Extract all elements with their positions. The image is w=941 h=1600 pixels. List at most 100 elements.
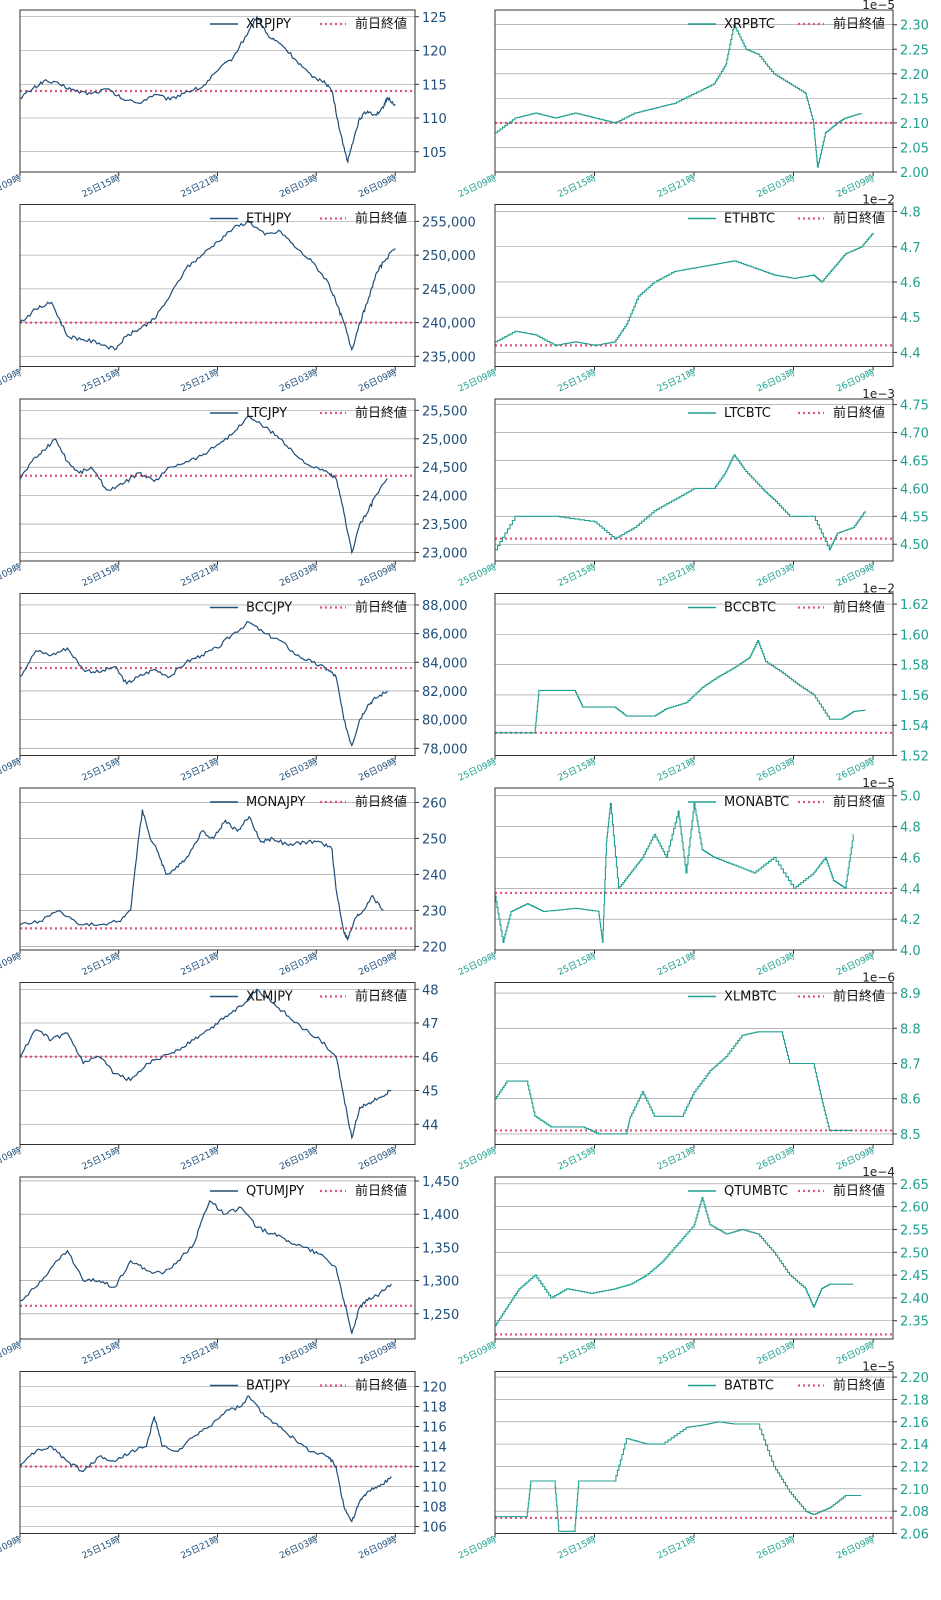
price-line <box>495 24 862 168</box>
y-tick-label: 1.52 <box>900 750 929 765</box>
offset-text: 1e−5 <box>862 1360 895 1374</box>
legend-series-label: MONABTC <box>724 795 789 810</box>
y-tick-label: 2.08 <box>900 1505 929 1520</box>
y-tick-label: 2.14 <box>900 1438 929 1453</box>
y-tick-label: 240 <box>422 868 447 883</box>
price-line <box>495 1421 862 1532</box>
y-tick-label: 4.8 <box>900 821 921 836</box>
y-tick-label: 110 <box>422 112 447 127</box>
price-line <box>495 454 866 551</box>
y-tick-label: 23,000 <box>422 546 468 561</box>
y-tick-label: 4.70 <box>900 427 929 442</box>
y-tick-label: 1,350 <box>422 1241 459 1256</box>
x-tick-label: 25日09時 <box>457 1534 499 1561</box>
y-tick-label: 86,000 <box>422 628 468 643</box>
y-tick-label: 4.6 <box>900 851 921 866</box>
y-tick-label: 2.10 <box>900 1483 929 1498</box>
y-tick-label: 5.0 <box>900 790 921 805</box>
y-tick-label: 2.12 <box>900 1460 929 1475</box>
y-tick-label: 2.30 <box>900 19 929 34</box>
y-tick-label: 4.2 <box>900 913 921 928</box>
price-line <box>19 220 396 352</box>
y-tick-label: 245,000 <box>422 283 476 298</box>
legend-reference-label: 前日終値 <box>355 1183 407 1199</box>
y-tick-label: 4.4 <box>900 346 921 361</box>
y-tick-label: 48 <box>422 983 439 998</box>
y-tick-label: 4.0 <box>900 944 921 959</box>
price-line <box>495 1031 854 1135</box>
legend-reference-label: 前日終値 <box>833 405 885 421</box>
legend-series-label: LTCBTC <box>724 406 771 421</box>
y-tick-label: 84,000 <box>422 656 468 671</box>
y-tick-label: 4.8 <box>900 206 921 221</box>
x-tick-label: 26日03時 <box>755 1534 797 1561</box>
y-tick-label: 1,250 <box>422 1308 459 1323</box>
y-tick-label: 1.58 <box>900 659 929 674</box>
y-tick-label: 235,000 <box>422 350 476 365</box>
y-tick-label: 4.55 <box>900 510 929 525</box>
legend-series-label: XLMBTC <box>724 990 777 1005</box>
y-tick-label: 4.75 <box>900 399 929 414</box>
y-tick-label: 4.4 <box>900 882 921 897</box>
legend-series-label: ETHJPY <box>246 212 291 227</box>
y-tick-label: 1.62 <box>900 598 929 613</box>
y-tick-label: 2.40 <box>900 1292 929 1307</box>
legend-series-label: BATBTC <box>724 1379 774 1394</box>
y-tick-label: 25,000 <box>422 433 468 448</box>
y-tick-label: 108 <box>422 1501 447 1516</box>
y-tick-label: 46 <box>422 1051 439 1066</box>
legend-reference-label: 前日終値 <box>833 1378 885 1394</box>
legend-series-label: XLMJPY <box>246 990 293 1005</box>
y-tick-label: 4.50 <box>900 538 929 553</box>
y-tick-label: 2.55 <box>900 1223 929 1238</box>
legend-reference-label: 前日終値 <box>833 211 885 227</box>
y-tick-label: 8.9 <box>900 987 921 1002</box>
offset-text: 1e−2 <box>862 582 895 596</box>
y-tick-label: 1.54 <box>900 719 929 734</box>
y-tick-label: 250,000 <box>422 249 476 264</box>
y-tick-label: 120 <box>422 1381 447 1396</box>
y-tick-label: 2.45 <box>900 1269 929 1284</box>
legend-series-label: QTUMJPY <box>246 1184 304 1199</box>
legend-reference-label: 前日終値 <box>355 16 407 32</box>
y-tick-label: 8.6 <box>900 1093 921 1108</box>
price-line <box>495 802 854 943</box>
legend-reference-label: 前日終値 <box>355 794 407 810</box>
y-tick-label: 2.15 <box>900 92 929 107</box>
y-tick-label: 105 <box>422 146 447 161</box>
legend-reference-label: 前日終値 <box>833 1183 885 1199</box>
price-line <box>20 1199 392 1334</box>
price-line <box>19 621 388 747</box>
y-tick-label: 8.8 <box>900 1022 921 1037</box>
y-tick-label: 116 <box>422 1421 447 1436</box>
y-tick-label: 4.7 <box>900 241 921 256</box>
legend-reference-label: 前日終値 <box>355 405 407 421</box>
y-tick-label: 8.5 <box>900 1128 921 1143</box>
y-tick-label: 2.06 <box>900 1528 929 1543</box>
y-tick-label: 80,000 <box>422 714 468 729</box>
legend-series-label: XRPBTC <box>724 17 775 32</box>
legend-series-label: BATJPY <box>246 1379 290 1394</box>
price-line <box>495 232 874 346</box>
legend-reference-label: 前日終値 <box>355 1378 407 1394</box>
y-tick-label: 250 <box>422 832 447 847</box>
legend-series-label: BCCJPY <box>246 601 292 616</box>
price-line <box>19 809 384 942</box>
y-tick-label: 23,500 <box>422 518 468 533</box>
legend-reference-label: 前日終値 <box>355 989 407 1005</box>
y-tick-label: 2.65 <box>900 1178 929 1193</box>
legend-series-label: LTCJPY <box>246 406 287 421</box>
legend-reference-label: 前日終値 <box>833 16 885 32</box>
